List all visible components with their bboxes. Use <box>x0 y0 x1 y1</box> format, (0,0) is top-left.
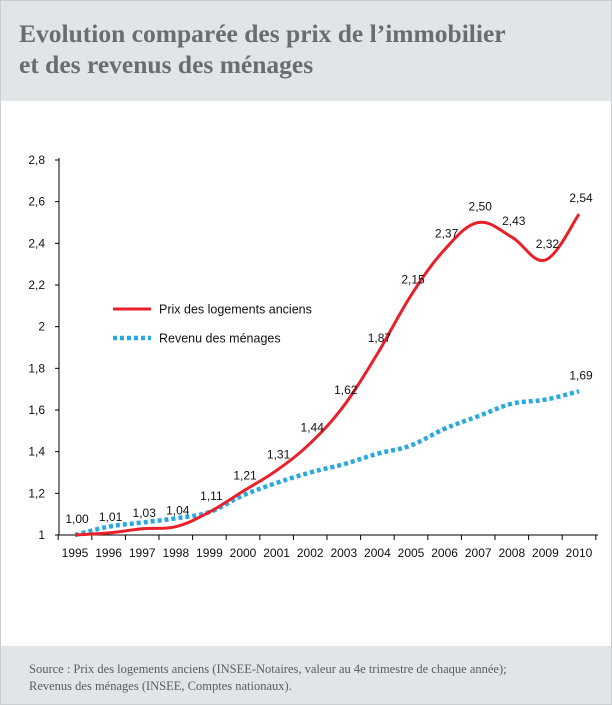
x-tick-label: 2005 <box>398 546 425 560</box>
y-tick-label: 1,6 <box>28 403 45 417</box>
data-label-prix: 2,50 <box>469 200 493 214</box>
x-tick-label: 2003 <box>330 546 357 560</box>
data-label-prix: 1,01 <box>99 510 123 524</box>
y-tick-label: 2,2 <box>28 278 45 292</box>
data-label-prix: 1,44 <box>301 420 325 434</box>
x-tick-label: 1998 <box>162 546 189 560</box>
x-tick-label: 2010 <box>566 546 593 560</box>
source-line-2: Revenus des ménages (INSEE, Comptes nati… <box>29 679 292 693</box>
data-label-prix: 1,21 <box>233 468 257 482</box>
legend-label-prix: Prix des logements anciens <box>159 303 312 317</box>
data-label-prix: 2,15 <box>401 272 425 286</box>
y-tick-label: 1 <box>38 528 45 542</box>
x-tick-label: 2002 <box>297 546 324 560</box>
chart-title-line-1: Evolution comparée des prix de l’immobil… <box>19 19 506 48</box>
y-tick-label: 2,6 <box>28 195 45 209</box>
data-label-prix: 2,54 <box>569 191 593 205</box>
y-tick-label: 2,8 <box>28 153 45 167</box>
data-label-prix: 1,04 <box>166 504 190 518</box>
data-label-prix: 1,11 <box>200 489 223 503</box>
data-label-prix: 2,43 <box>502 214 526 228</box>
chart-area: 1 1,2 1,4 1,6 1,8 2 2,2 2,4 2,6 2,8 1995 1996 1997 19… <box>1 101 611 646</box>
y-tick-label: 2,4 <box>28 236 45 250</box>
x-tick-label: 1995 <box>62 546 89 560</box>
x-tick-label: 2006 <box>431 546 458 560</box>
legend-label-revenu: Revenu des ménages <box>159 332 281 346</box>
y-tick-label: 1,4 <box>28 445 45 459</box>
series-line-prix <box>74 213 581 537</box>
chart-title-line-2: et des revenus des ménages <box>19 50 314 79</box>
x-tick-label: 1996 <box>95 546 122 560</box>
data-label-revenu: 1,69 <box>569 368 593 382</box>
data-label-prix: 1,87 <box>368 331 392 345</box>
y-tick-label: 1,2 <box>28 486 45 500</box>
data-label-prix: 1,03 <box>133 506 157 520</box>
x-tick-label: 2007 <box>465 546 492 560</box>
line-chart: 1 1,2 1,4 1,6 1,8 2 2,2 2,4 2,6 2,8 1995 1996 1997 19… <box>28 153 598 560</box>
series-line-revenu <box>74 389 580 538</box>
x-tick-label: 1999 <box>196 546 223 560</box>
y-tick-label: 1,8 <box>28 361 45 375</box>
data-label-prix: 2,32 <box>536 237 560 251</box>
source-line-1: Source : Prix des logements anciens (INS… <box>29 662 507 676</box>
y-tick-label: 2 <box>38 320 45 334</box>
x-tick-label: 2000 <box>230 546 257 560</box>
data-label-prix: 1,00 <box>65 512 89 526</box>
x-tick-label: 2004 <box>364 546 391 560</box>
title-banner: Evolution comparée des prix de l’immobil… <box>1 1 611 101</box>
x-tick-label: 1997 <box>129 546 156 560</box>
data-label-prix: 1,62 <box>334 383 358 397</box>
x-tick-label: 2008 <box>498 546 525 560</box>
x-tick-label: 2009 <box>532 546 559 560</box>
source-footer: Source : Prix des logements anciens (INS… <box>1 646 611 704</box>
data-label-prix: 2,37 <box>435 227 459 241</box>
data-label-prix: 1,31 <box>267 447 291 461</box>
x-tick-label: 2001 <box>263 546 290 560</box>
